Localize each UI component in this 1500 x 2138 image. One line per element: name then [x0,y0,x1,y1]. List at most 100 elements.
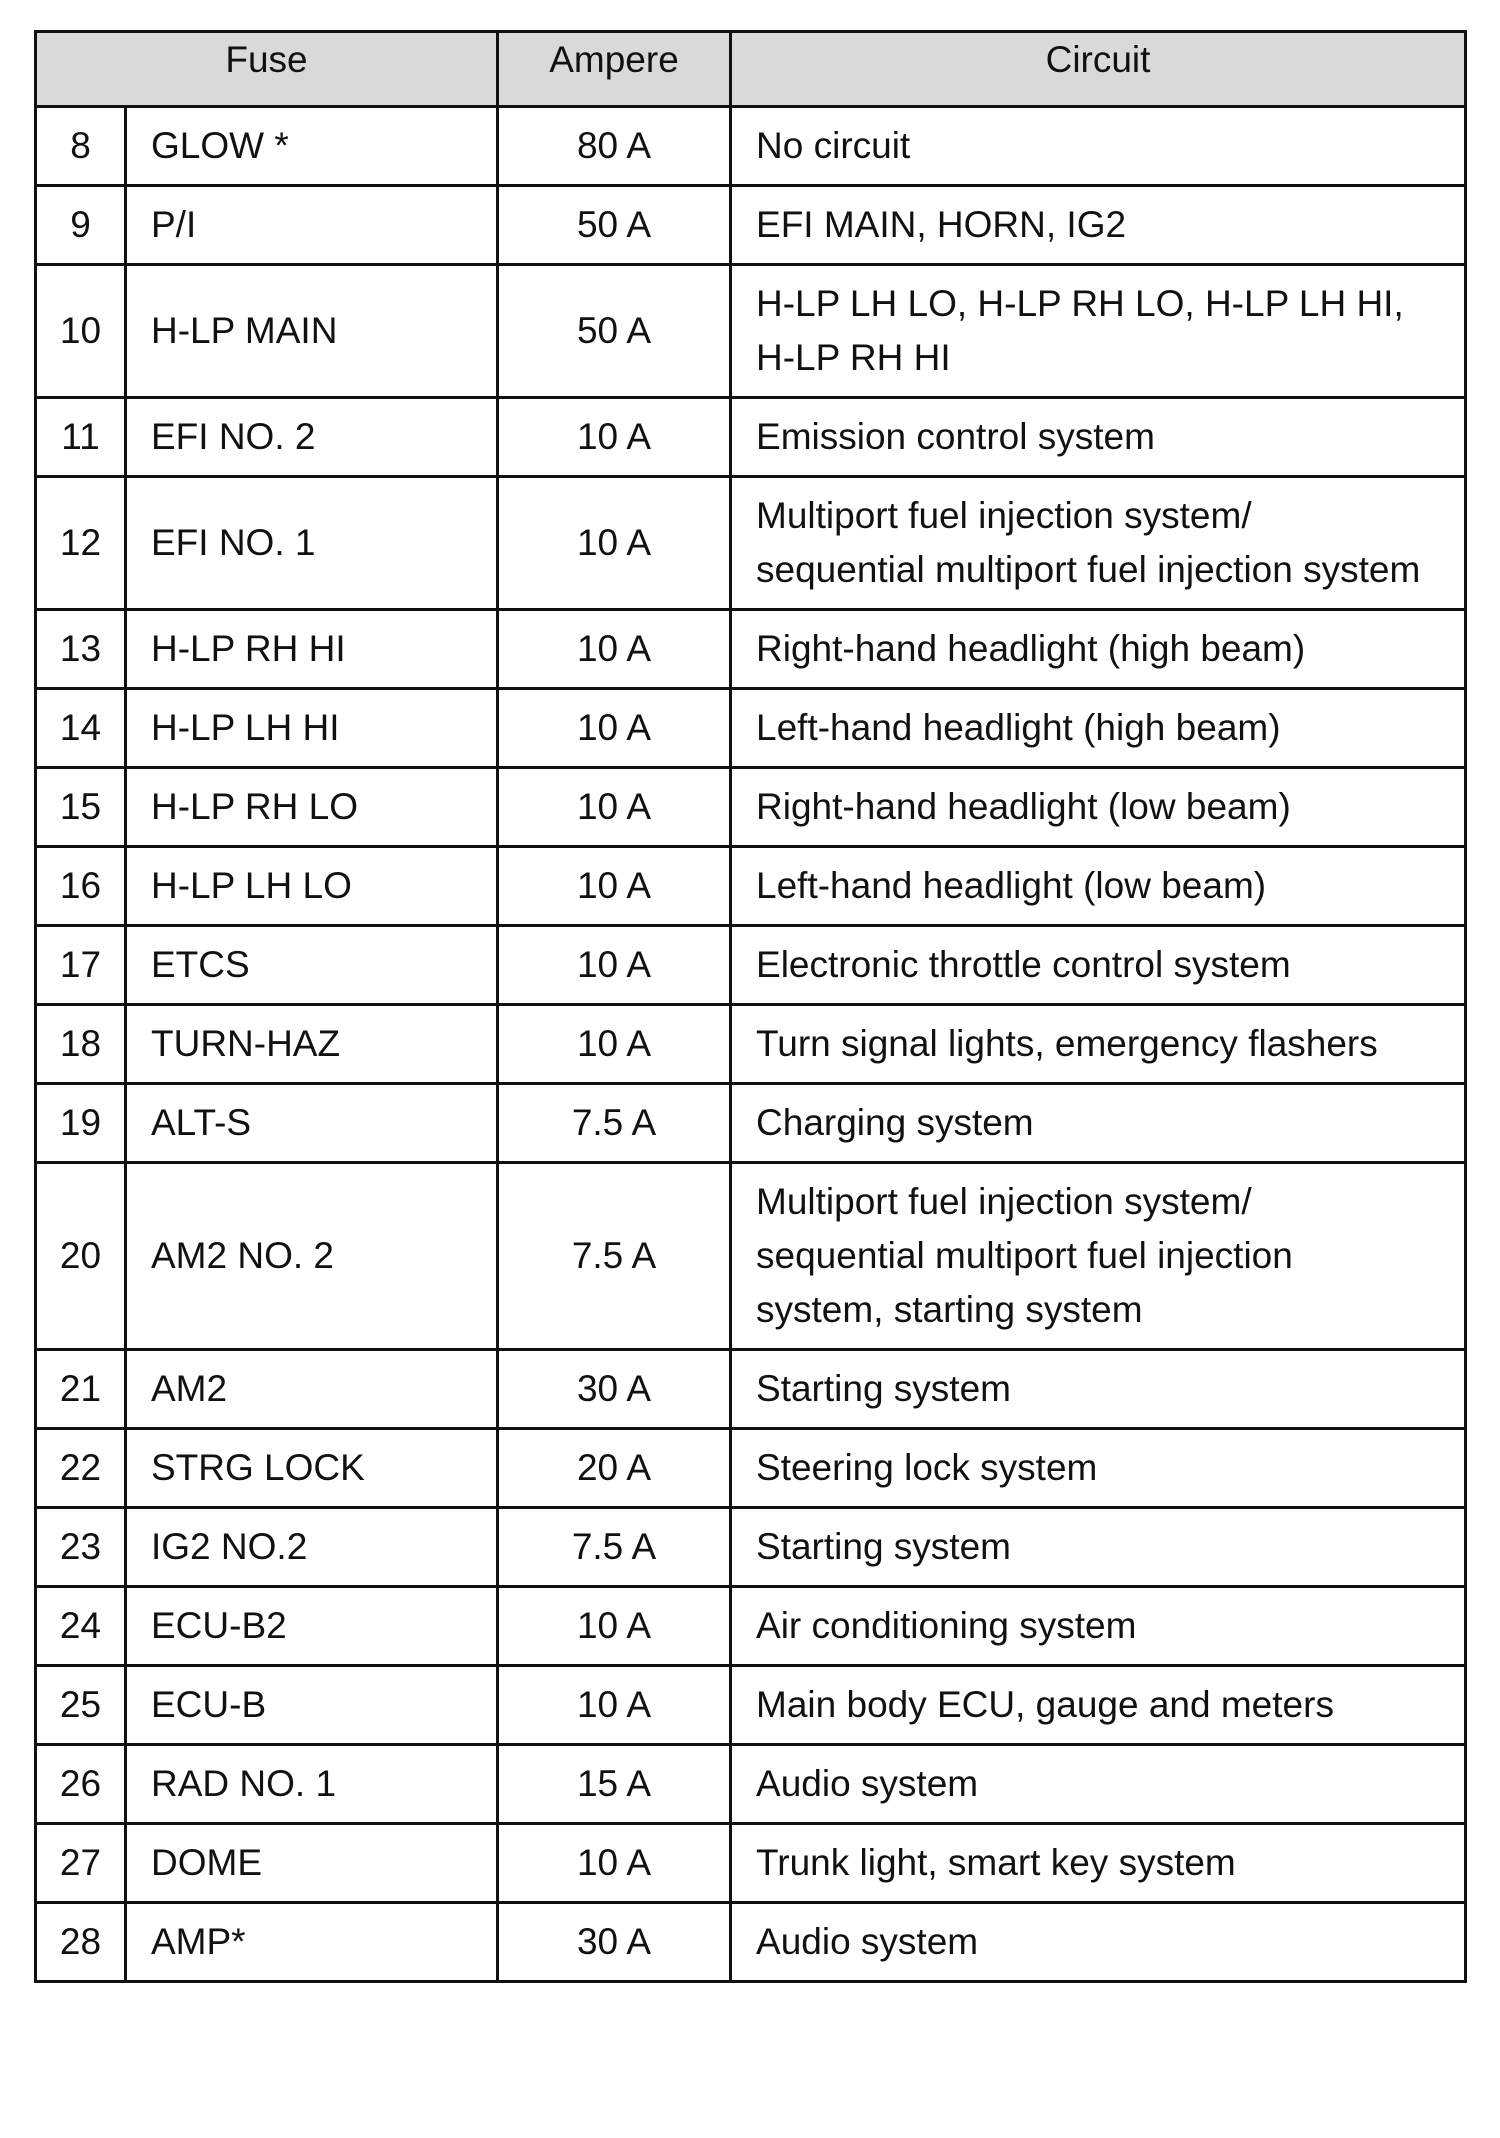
fuse-name: ALT-S [123,1082,500,1164]
ampere: 15 A [496,1743,733,1825]
table-row: 24 ECU-B2 10 A Air conditioning system [34,1585,1468,1667]
fuse-number: 25 [34,1664,127,1746]
fuse-number: 10 [34,263,127,399]
table-row: 16 H-LP LH LO 10 A Left-hand headlight (low… [34,845,1468,927]
circuit: Starting system [729,1506,1468,1588]
table-row: 21 AM2 30 A Starting system [34,1348,1468,1430]
circuit: Starting system [729,1348,1468,1430]
fuse-name: ETCS [123,924,500,1006]
ampere: 10 A [496,845,733,927]
circuit: Left-hand headlight (low beam) [729,845,1468,927]
circuit: EFI MAIN, HORN, IG2 [729,184,1468,266]
ampere: 10 A [496,687,733,769]
ampere: 10 A [496,1664,733,1746]
header-cell: Circuit [729,30,1468,108]
ampere: 10 A [496,475,733,611]
table-row: 10 H-LP MAIN 50 A H-LP LH LO, H-LP RH LO, H… [34,263,1468,399]
fuse-number: 22 [34,1427,127,1509]
table-row: 28 AMP* 30 A Audio system [34,1901,1468,1983]
circuit: Multiport fuel injection system/ sequent… [729,1161,1468,1351]
ampere: 10 A [496,1822,733,1904]
circuit: Multiport fuel injection system/ sequent… [729,475,1468,611]
table-row: 17 ETCS 10 A Electronic throttle control sy… [34,924,1468,1006]
table-row: 11 EFI NO. 2 10 A Emission control system [34,396,1468,478]
fuse-number: 26 [34,1743,127,1825]
ampere: 50 A [496,184,733,266]
table-row: 12 EFI NO. 1 10 A Multiport fuel injection … [34,475,1468,611]
table-row: 27 DOME 10 A Trunk light, smart key system [34,1822,1468,1904]
fuse-name: ECU-B [123,1664,500,1746]
fuse-name: EFI NO. 1 [123,475,500,611]
table-row: 25 ECU-B 10 A Main body ECU, gauge and mete… [34,1664,1468,1746]
fuse-number: 23 [34,1506,127,1588]
circuit: Charging system [729,1082,1468,1164]
ampere: 10 A [496,1585,733,1667]
fuse-name: TURN-HAZ [123,1003,500,1085]
fuse-name: H-LP RH LO [123,766,500,848]
table-header: Fuse Ampere Circuit [33,30,1468,108]
ampere: 10 A [496,608,733,690]
fuse-name: AM2 [123,1348,500,1430]
fuse-number: 9 [34,184,127,266]
fuse-number: 16 [34,845,127,927]
circuit: No circuit [729,105,1468,187]
fuse-name: H-LP RH HI [123,608,500,690]
ampere: 10 A [496,924,733,1006]
fuse-name: AMP* [123,1901,500,1983]
ampere: 30 A [496,1901,733,1983]
table-row: 9 P/I 50 A EFI MAIN, HORN, IG2 [34,184,1468,266]
fuse-number: 27 [34,1822,127,1904]
circuit: Air conditioning system [729,1585,1468,1667]
fuse-name: P/I [123,184,500,266]
fuse-number: 15 [34,766,127,848]
table-row: 19 ALT-S 7.5 A Charging system [34,1082,1468,1164]
fuse-name: EFI NO. 2 [123,396,500,478]
ampere: 7.5 A [496,1161,733,1351]
ampere: 30 A [496,1348,733,1430]
circuit: Right-hand headlight (low beam) [729,766,1468,848]
fuse-name: GLOW * [123,105,500,187]
circuit: Emission control system [729,396,1468,478]
circuit: Main body ECU, gauge and meters [729,1664,1468,1746]
table-row: 13 H-LP RH HI 10 A Right-hand headlight (hi… [34,608,1468,690]
fuse-name: H-LP LH LO [123,845,500,927]
header-cell: Ampere [496,30,733,108]
fuse-number: 12 [34,475,127,611]
table-row: 18 TURN-HAZ 10 A Turn signal lights, emerge… [34,1003,1468,1085]
fuse-number: 19 [34,1082,127,1164]
fuse-number: 21 [34,1348,127,1430]
table-row: 26 RAD NO. 1 15 A Audio system [34,1743,1468,1825]
fuse-name: RAD NO. 1 [123,1743,500,1825]
circuit: H-LP LH LO, H-LP RH LO, H-LP LH HI, H-LP… [729,263,1468,399]
circuit: Left-hand headlight (high beam) [729,687,1468,769]
ampere: 10 A [496,766,733,848]
table-row: 14 H-LP LH HI 10 A Left-hand headlight (hig… [34,687,1468,769]
ampere: 80 A [496,105,733,187]
table-row: 22 STRG LOCK 20 A Steering lock system [34,1427,1468,1509]
fuse-number: 20 [34,1161,127,1351]
circuit: Trunk light, smart key system [729,1822,1468,1904]
table-row: 23 IG2 NO.2 7.5 A Starting system [34,1506,1468,1588]
ampere: 7.5 A [496,1506,733,1588]
fuse-name: H-LP LH HI [123,687,500,769]
table-row: 15 H-LP RH LO 10 A Right-hand headlight (lo… [34,766,1468,848]
header-row: Fuse Ampere Circuit [33,30,1468,108]
table-row: 20 AM2 NO. 2 7.5 A Multiport fuel injection… [34,1161,1468,1351]
header-cell: Fuse [33,30,500,108]
fuse-name: IG2 NO.2 [123,1506,500,1588]
ampere: 50 A [496,263,733,399]
circuit: Right-hand headlight (high beam) [729,608,1468,690]
circuit: Audio system [729,1743,1468,1825]
fuse-table: Fuse Ampere Circuit 8 GLOW * 80 A No circui… [33,30,1468,1983]
ampere: 7.5 A [496,1082,733,1164]
fuse-name: ECU-B2 [123,1585,500,1667]
ampere: 20 A [496,1427,733,1509]
table-row: 8 GLOW * 80 A No circuit [34,105,1468,187]
fuse-name: AM2 NO. 2 [123,1161,500,1351]
circuit: Steering lock system [729,1427,1468,1509]
fuse-number: 17 [34,924,127,1006]
circuit: Turn signal lights, emergency flashers [729,1003,1468,1085]
fuse-name: DOME [123,1822,500,1904]
fuse-name: H-LP MAIN [123,263,500,399]
